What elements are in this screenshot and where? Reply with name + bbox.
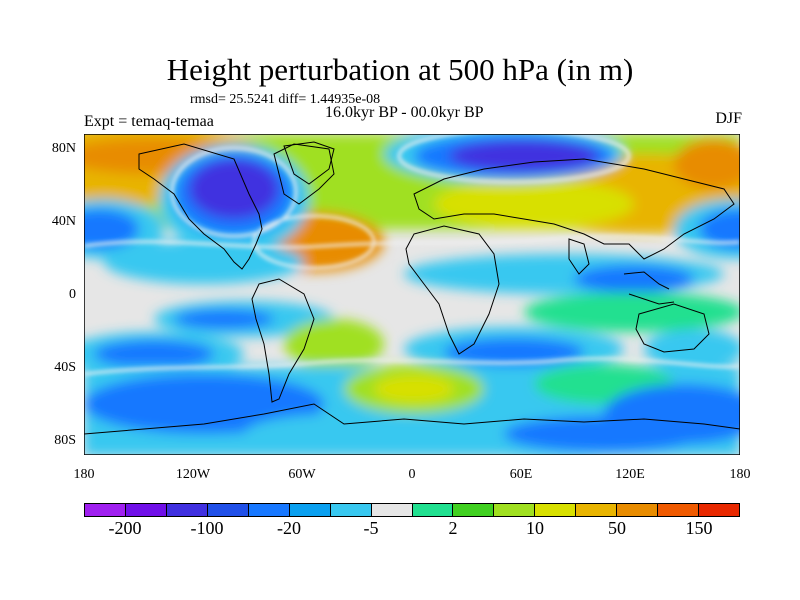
lat-tick-40n: 40N xyxy=(51,214,76,229)
lon-tick-180w: 180 xyxy=(73,467,95,482)
colorbar-label: -200 xyxy=(108,518,142,538)
colorbar-swatch xyxy=(576,504,618,516)
lat-tick-0: 0 xyxy=(69,287,76,302)
coastlines xyxy=(84,141,740,435)
colorbar-swatch xyxy=(658,504,700,516)
plot-title: Height perturbation at 500 hPa (in m) xyxy=(166,52,634,87)
lon-tick-60w: 60W xyxy=(288,467,316,482)
colorbar-swatch xyxy=(330,504,372,516)
colorbar-swatch xyxy=(371,504,413,516)
colorbar-swatch xyxy=(248,504,290,516)
lon-tick-60e: 60E xyxy=(509,467,533,482)
lon-tick-0: 0 xyxy=(408,467,416,482)
colorbar-swatch xyxy=(207,504,249,516)
colorbar-label: 50 xyxy=(608,518,626,538)
lat-tick-80n: 80N xyxy=(51,141,76,156)
colorbar-label: 2 xyxy=(448,518,458,538)
colorbar-swatch xyxy=(617,504,659,516)
colorbar-swatch xyxy=(453,504,495,516)
stats-label: rmsd= 25.5241 diff= 1.44935e-08 xyxy=(190,92,381,107)
colorbar-swatch xyxy=(535,504,577,516)
lat-tick-40s: 40S xyxy=(54,360,76,375)
colorbar-label: -100 xyxy=(190,518,224,538)
map-panel xyxy=(84,134,740,455)
colorbar-swatch xyxy=(494,504,536,516)
colorbar-swatch xyxy=(289,504,331,516)
lon-tick-180e: 180 xyxy=(729,467,751,482)
experiment-label: Expt = temaq-temaa xyxy=(84,113,214,130)
colorbar-swatch xyxy=(85,504,126,516)
lon-tick-120e: 120E xyxy=(615,467,645,482)
period-label: 16.0kyr BP - 00.0kyr BP xyxy=(325,104,484,121)
height-perturbation-map xyxy=(84,134,740,455)
colorbar-swatch xyxy=(166,504,208,516)
colorbar-swatch xyxy=(125,504,167,516)
colorbar-label: 150 xyxy=(685,518,713,538)
colorbar-label: -5 xyxy=(363,518,379,538)
colorbar xyxy=(84,503,740,517)
season-label: DJF xyxy=(715,110,742,127)
lon-tick-120w: 120W xyxy=(175,467,211,482)
colorbar-swatch xyxy=(699,504,739,516)
colorbar-label: -20 xyxy=(277,518,301,538)
colorbar-label: 10 xyxy=(526,518,544,538)
lat-tick-80s: 80S xyxy=(54,433,76,448)
colorbar-swatch xyxy=(412,504,454,516)
